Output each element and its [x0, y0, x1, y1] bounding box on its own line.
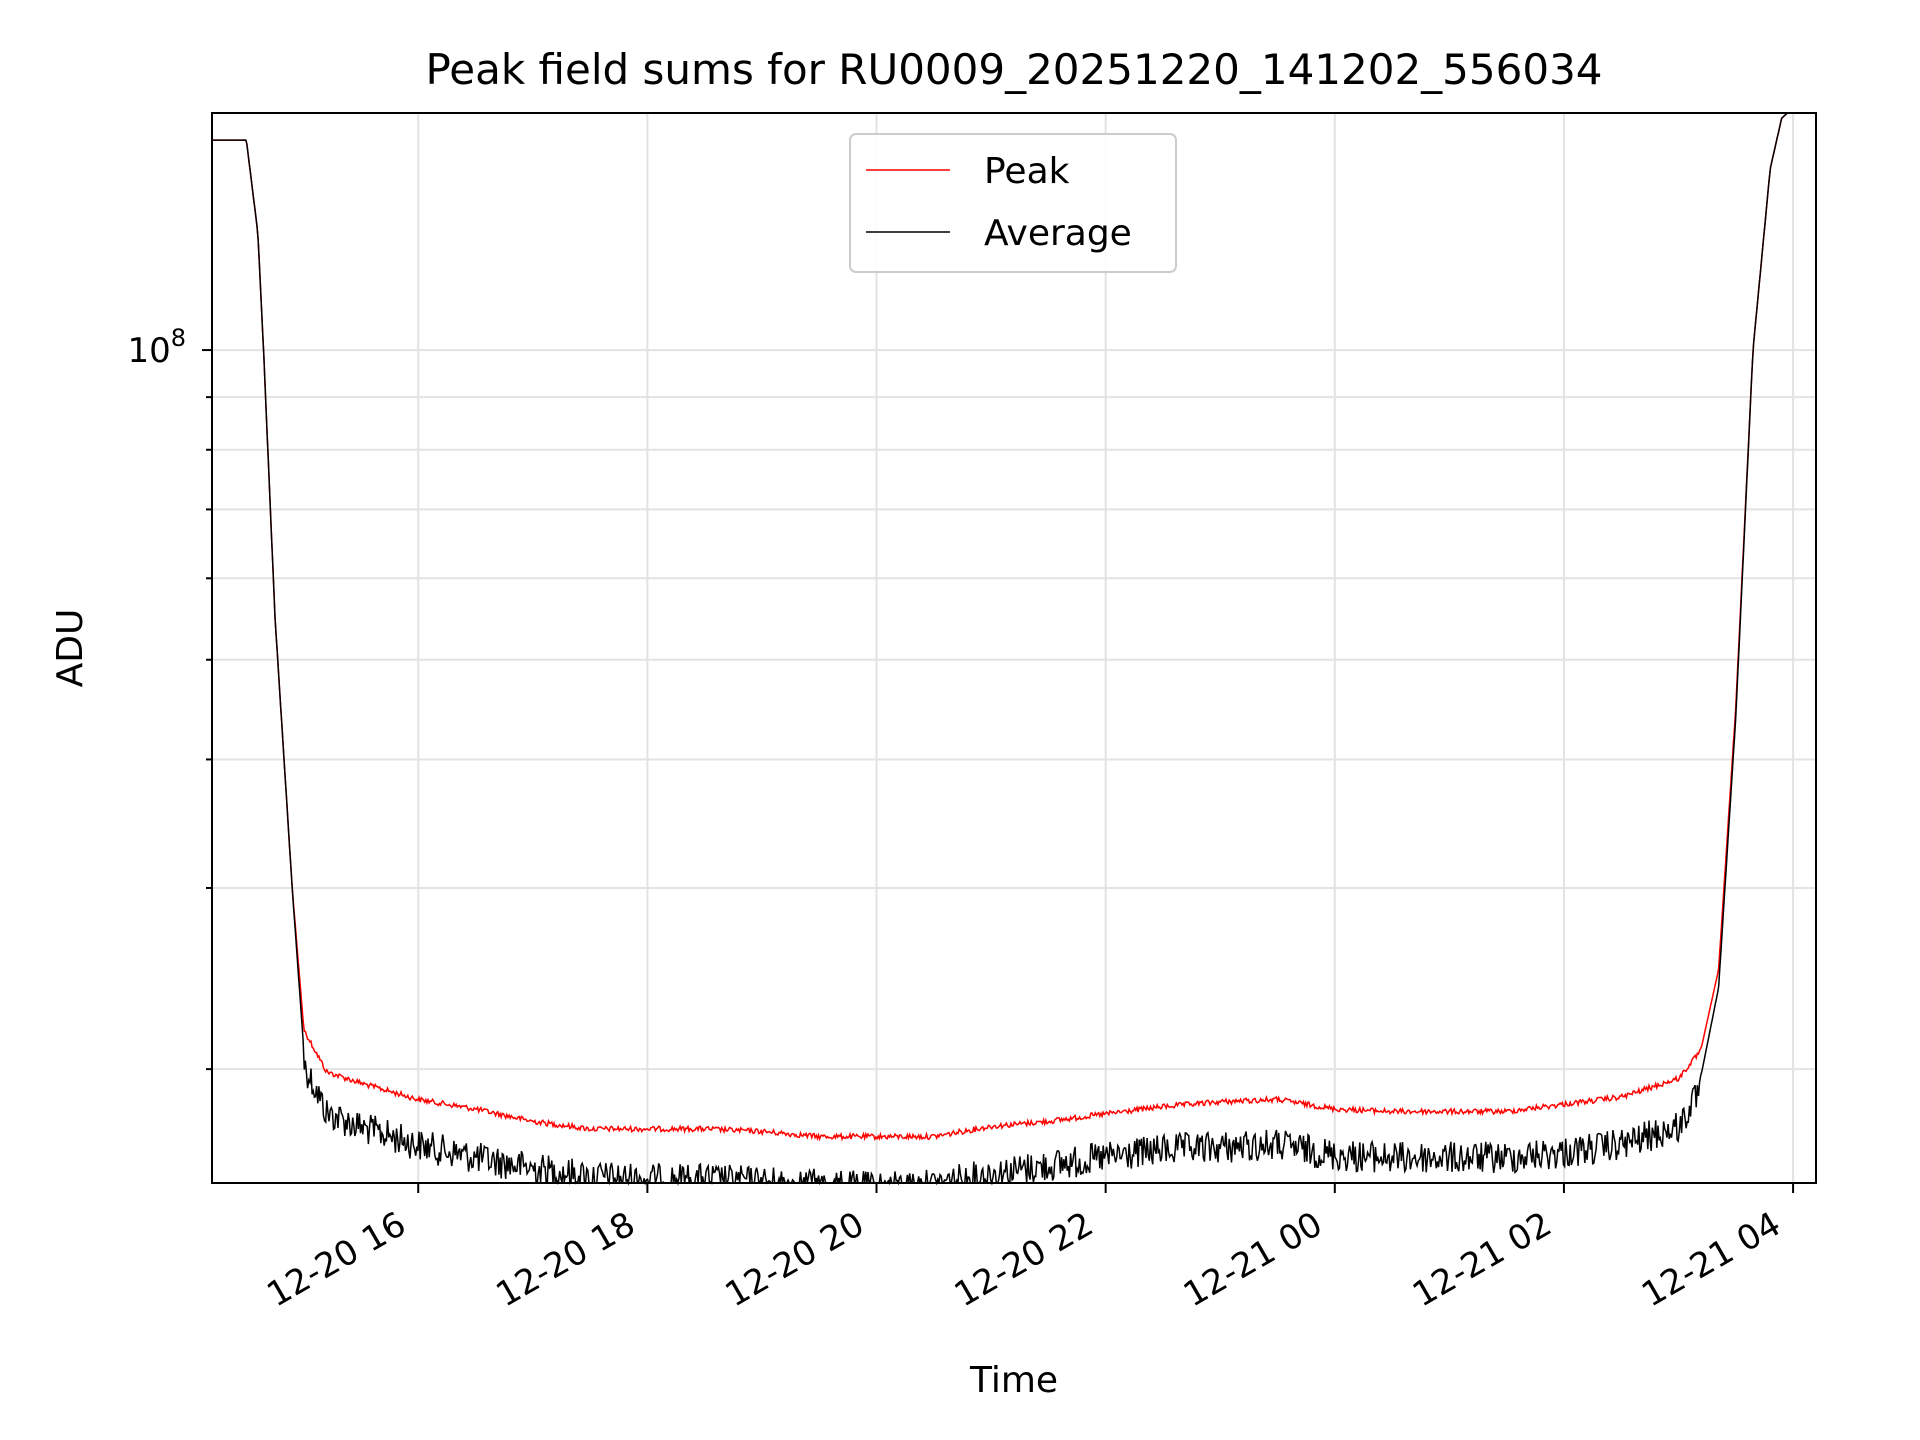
plot-area-frame	[211, 112, 1817, 1184]
grid-lines	[212, 113, 1816, 1183]
y-axis-label: ADU	[50, 609, 91, 688]
peak-series-line	[212, 112, 1788, 1142]
x-tick-label: 12-20 18	[489, 1204, 641, 1315]
average-series-line	[212, 112, 1788, 1186]
x-tick-label: 12-20 20	[719, 1204, 871, 1315]
x-tick-label: 12-21 04	[1635, 1204, 1787, 1315]
axis-ticks: 12-20 16 12-20 18 12-20 20 12-20 22 12-21 00…	[127, 324, 1795, 1315]
legend-average-label: Average	[984, 213, 1132, 254]
x-tick-label: 12-21 00	[1177, 1204, 1329, 1315]
chart-title: Peak field sums for RU0009_20251220_1412…	[425, 45, 1602, 94]
x-tick-label: 12-21 02	[1406, 1204, 1558, 1315]
y-tick-label: 108	[127, 324, 186, 371]
legend-peak-label: Peak	[984, 151, 1070, 192]
legend-box	[849, 133, 1177, 273]
x-tick-label: 12-20 16	[260, 1204, 412, 1315]
plot-data	[212, 112, 1788, 1186]
legend: Peak Average	[849, 133, 1177, 273]
x-axis-label: Time	[969, 1360, 1058, 1401]
x-tick-label: 12-20 22	[948, 1204, 1100, 1315]
